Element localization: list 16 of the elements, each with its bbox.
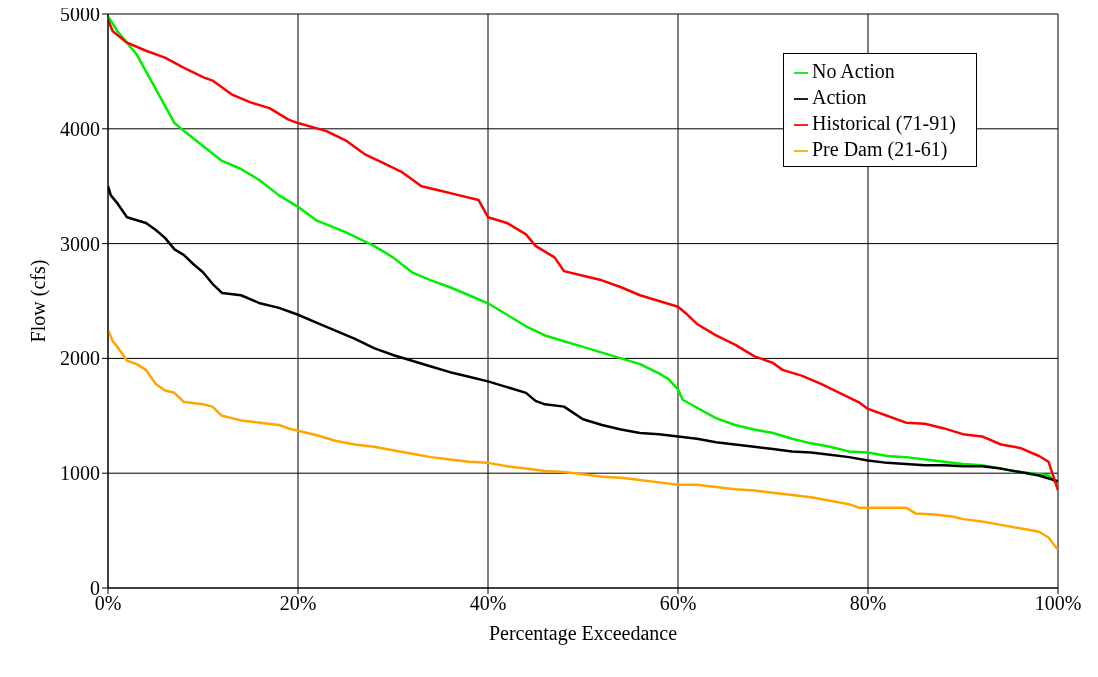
y-tick-label: 1000	[60, 462, 100, 485]
x-tick-label: 60%	[659, 592, 697, 615]
legend-label: Action	[812, 86, 867, 108]
x-axis-title: Percentage Exceedance	[488, 622, 678, 645]
x-tick-label: 40%	[469, 592, 507, 615]
legend-label: Historical (71-91)	[812, 112, 956, 134]
y-tick-label: 5000	[60, 3, 100, 25]
legend-label: No Action	[812, 60, 895, 82]
y-axis-title: Flow (cfs)	[27, 259, 51, 343]
x-tick-label: 20%	[279, 592, 317, 615]
legend-label: Pre Dam (21-61)	[812, 138, 948, 160]
y-tick-label: 3000	[60, 232, 100, 255]
y-tick-label: 2000	[60, 347, 100, 370]
x-tick-label: 100%	[1034, 592, 1082, 615]
x-tick-label: 80%	[849, 592, 887, 615]
y-tick-label: 4000	[60, 117, 100, 140]
